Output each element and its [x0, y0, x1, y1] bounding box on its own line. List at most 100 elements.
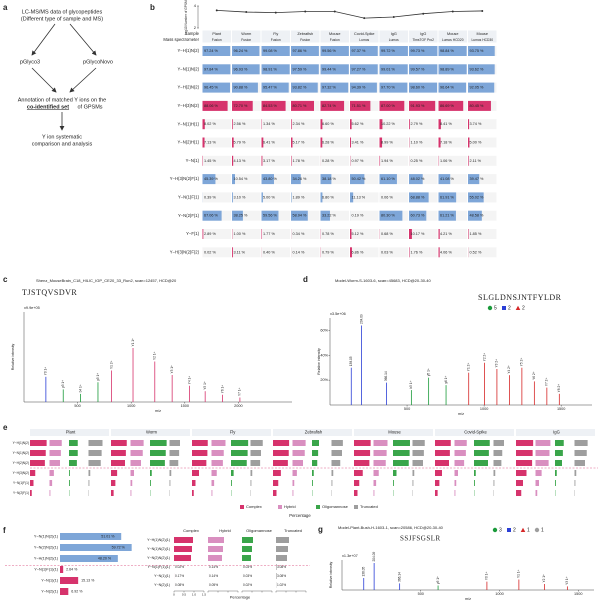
- bar: [516, 460, 533, 466]
- x-tick-label: 2000: [234, 404, 242, 408]
- cell-label: 98.60 %: [411, 86, 426, 90]
- bar: [574, 480, 576, 486]
- cell-bar: [261, 174, 274, 185]
- sample-header-bg: [354, 429, 433, 436]
- peak-label: 138.05: [362, 567, 366, 577]
- bar: [412, 470, 415, 476]
- peak-label: Y0 1+: [44, 367, 48, 376]
- bar: [30, 460, 45, 466]
- cell-bg: [291, 155, 320, 166]
- bar: [60, 555, 118, 562]
- cell-bar: [202, 64, 231, 75]
- cell-label: 10.22 %: [381, 122, 396, 126]
- peak-label: y6 1+: [444, 376, 448, 384]
- bar: [555, 470, 557, 476]
- peak-label: Y2 1+: [542, 574, 546, 583]
- header-label: Sample: [185, 31, 200, 36]
- bar: [412, 460, 423, 466]
- cell-bar: [232, 155, 234, 166]
- sample-name: Worm: [146, 430, 158, 435]
- cell-label: 97.86 %: [293, 49, 308, 53]
- cell-bg: [320, 210, 349, 221]
- cell-label: 71.51 %: [352, 104, 367, 108]
- peak-label: y3 1+: [61, 380, 65, 388]
- row-label: Y−N(1)H(1): [177, 121, 199, 126]
- bar: [354, 460, 370, 466]
- step-text: (Different type of sample and MS): [21, 16, 103, 22]
- bar: [276, 537, 289, 543]
- spectrum-title: Model-Worm-S-1603-6, scan=45683, HCD@20-…: [335, 278, 431, 283]
- x-axis-label: m/z: [458, 412, 464, 416]
- cell-bar: [409, 229, 412, 239]
- cell-label: 97.24 %: [204, 49, 219, 53]
- point: [333, 10, 336, 13]
- tool-name: pGlycoNovo: [83, 59, 113, 65]
- cell-label: 0.68 %: [381, 232, 393, 236]
- cell-label: 61.21 %: [440, 214, 455, 218]
- cell-label: 1.34 %: [263, 122, 275, 126]
- cell-label: 41.08 %: [440, 177, 455, 181]
- header-cell: [232, 30, 261, 43]
- sample-name: Zebrafish: [305, 430, 323, 435]
- cell-bg: [409, 137, 438, 148]
- bar: [250, 470, 253, 476]
- cell-label: 0.97 %: [352, 159, 364, 163]
- bar: [69, 480, 70, 486]
- y-axis-label: Relative intensity: [329, 562, 333, 589]
- cell-label: 7.18 %: [440, 141, 452, 145]
- bar: [276, 546, 288, 552]
- bar: [192, 480, 196, 486]
- row-label: Y−N(1)N(2)(1): [147, 547, 170, 551]
- cell-label: 97.27 %: [352, 67, 367, 71]
- bar: [331, 480, 333, 486]
- cell-label: 10.17 %: [411, 232, 426, 236]
- bar: [435, 490, 438, 496]
- cell-bg: [468, 155, 497, 166]
- bar: [130, 460, 141, 466]
- bar: [574, 440, 588, 446]
- cell-bar: [202, 137, 205, 148]
- peak-label: Y3 2+: [495, 359, 499, 368]
- bar: [30, 440, 47, 446]
- bar: [373, 450, 387, 456]
- bar: [474, 480, 475, 486]
- sample-name: Mouse: [477, 32, 488, 36]
- peptide-sequence: SLGLDNSJNTFYLDR: [478, 293, 562, 302]
- cell-bg: [202, 155, 231, 166]
- point: [392, 16, 395, 18]
- type-name: Hybrid: [219, 528, 231, 533]
- cell-bar: [409, 247, 410, 258]
- cell-bar: [320, 100, 345, 111]
- y-tick-label: 2: [194, 25, 197, 30]
- bar: [30, 470, 36, 476]
- row-label: Y−N(2)(1): [41, 590, 59, 594]
- glycan-icon: [487, 305, 493, 311]
- row-label: Y−H(1)N(2)(1): [34, 557, 59, 561]
- step-text-emphasis: co-identified set: [27, 104, 69, 110]
- bar: [88, 450, 102, 456]
- peak-label: Y5 2+: [520, 358, 524, 367]
- cell-bg: [232, 174, 261, 185]
- peak-label: Y0 1+: [485, 572, 489, 581]
- row-label: Y−N(1): [186, 158, 200, 163]
- cell-bar: [350, 247, 352, 258]
- bar: [111, 460, 125, 466]
- cell-bar: [438, 64, 467, 75]
- bar: [174, 537, 193, 543]
- panel-a: a LC-MS/MS data of glycopeptides (Differ…: [3, 3, 113, 147]
- cell-bg: [438, 119, 467, 130]
- cell-bg: [261, 192, 290, 203]
- cell-label: 99.73 %: [411, 49, 426, 53]
- cell-label: 91.93 %: [411, 104, 426, 108]
- point: [245, 11, 248, 14]
- bar: [130, 480, 133, 486]
- bar-label: 59.72 %: [112, 545, 126, 549]
- x-tick-label: 0.5: [182, 592, 187, 596]
- cell-label: 95.47 %: [263, 86, 278, 90]
- bar: [373, 470, 379, 476]
- instrument-name: Fusion: [300, 38, 310, 42]
- cell-bar: [379, 155, 381, 166]
- arrow: [69, 67, 97, 93]
- cell-bar: [232, 100, 253, 111]
- cell-bg: [409, 247, 438, 258]
